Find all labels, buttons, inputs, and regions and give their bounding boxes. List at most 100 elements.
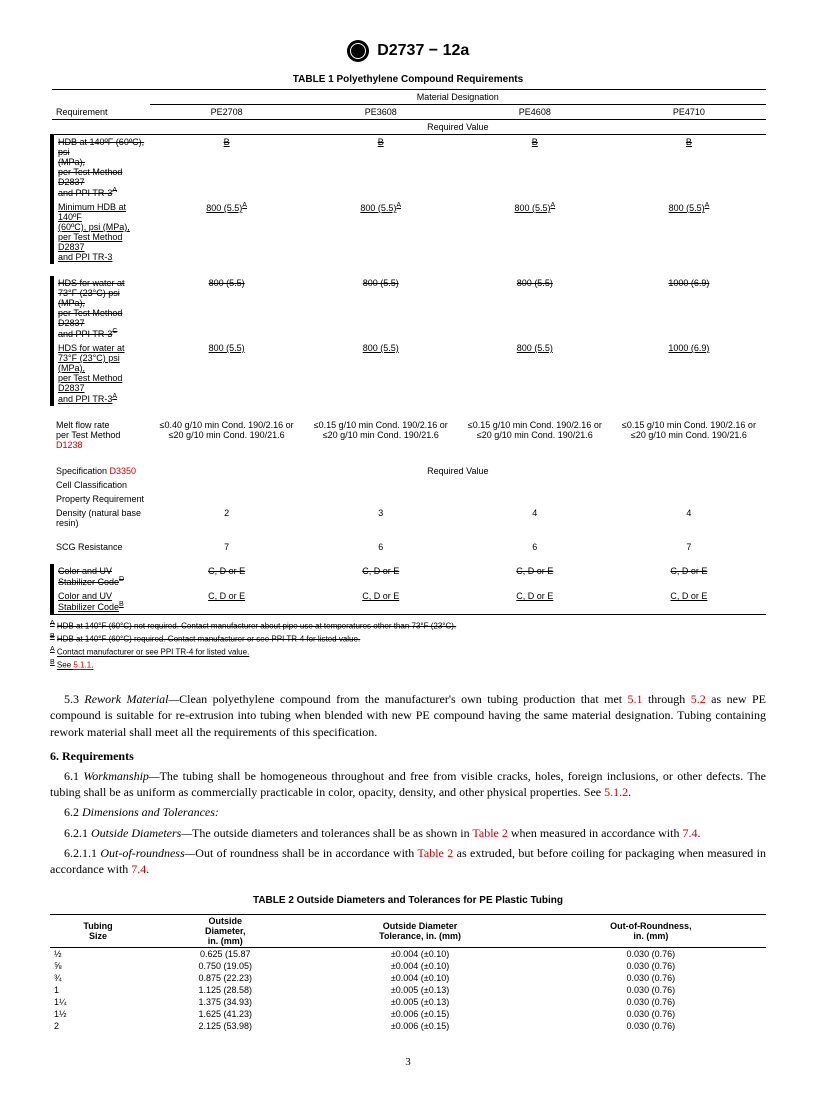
t1-r3-v2: 800 (5.5) [458, 276, 612, 341]
t1-r1-v2: B [458, 135, 612, 201]
table1-notes: A HDB at 140°F (60°C) not required. Cont… [50, 619, 766, 671]
t1-spec-b: Property Requirement [52, 492, 150, 506]
t1-r2-v0: 800 (5.5)A [150, 200, 304, 264]
t1-m1: PE3608 [304, 105, 458, 120]
t1-scg-label: SCG Resistance [52, 540, 150, 554]
t1-scg-v0: 7 [150, 540, 304, 554]
table2: Tubing Size Outside Diameter, in. (mm) O… [50, 914, 766, 1032]
t1-r4-label: HDS for water at 73°F (23°C) psi (MPa), … [52, 341, 150, 406]
t2-h0: Tubing Size [50, 915, 146, 948]
table-cell: ±0.004 (±0.10) [304, 948, 535, 961]
t1-r2-label: Minimum HDB at 140ºF (60ºC), psi (MPa), … [52, 200, 150, 264]
t1-color1-v3: C, D or E [612, 564, 766, 589]
doc-designation: D2737 − 12a [377, 42, 469, 59]
table-cell: ±0.005 (±0.13) [304, 996, 535, 1008]
table-cell: 0.030 (0.76) [536, 948, 766, 961]
astm-logo-icon [347, 40, 369, 62]
t1-r3-label: HDS for water at 73°F (23°C) psi (MPa), … [52, 276, 150, 341]
t1-color2-v0: C, D or E [150, 589, 304, 615]
t1-color2-v3: C, D or E [612, 589, 766, 615]
t1-mfr-v0: ≤0.40 g/10 min Cond. 190/2.16 or ≤20 g/1… [150, 418, 304, 452]
t1-r1-label: HDB at 140ºF (60ºC), psi (MPa), per Test… [52, 135, 150, 201]
table-cell: 1½ [50, 1008, 146, 1020]
table-cell: ±0.004 (±0.10) [304, 960, 535, 972]
table-cell: 0.030 (0.76) [536, 972, 766, 984]
t1-spec-label: Specification D3350 [52, 464, 150, 478]
table-cell: ±0.005 (±0.13) [304, 984, 535, 996]
t1-r2-v2: 800 (5.5)A [458, 200, 612, 264]
t1-dens-v2: 4 [458, 506, 612, 530]
t1-r1-v1: B [304, 135, 458, 201]
t1-color2-v2: C, D or E [458, 589, 612, 615]
t1-r4-v0: 800 (5.5) [150, 341, 304, 406]
p-6-2-1: 6.2.1 Outside Diameters—The outside diam… [50, 825, 766, 841]
t1-reqval2: Required Value [150, 464, 766, 478]
t2-h3: Out-of-Roundness, in. (mm) [536, 915, 766, 948]
t1-r2-v1: 800 (5.5)A [304, 200, 458, 264]
table-cell: ±0.006 (±0.15) [304, 1008, 535, 1020]
p-5-3: 5.3 Rework Material—Clean polyethylene c… [50, 691, 766, 740]
table-cell: 1 [50, 984, 146, 996]
t1-color1-v2: C, D or E [458, 564, 612, 589]
doc-header: D2737 − 12a [50, 40, 766, 62]
table-cell: 0.030 (0.76) [536, 960, 766, 972]
p-6-2: 6.2 Dimensions and Tolerances: [50, 804, 766, 820]
t1-req-header: Requirement [52, 105, 150, 120]
table-cell: 0.875 (22.23) [146, 972, 304, 984]
p-6-2-1-1: 6.2.1.1 Out-of-roundness—Out of roundnes… [50, 845, 766, 877]
t1-scg-v3: 7 [612, 540, 766, 554]
t1-r4-v1: 800 (5.5) [304, 341, 458, 406]
table-cell: 0.625 (15.87 [146, 948, 304, 961]
table1: Material Designation Requirement PE2708 … [50, 89, 766, 615]
t1-mfr-v1: ≤0.15 g/10 min Cond. 190/2.16 or ≤20 g/1… [304, 418, 458, 452]
table-cell: ±0.006 (±0.15) [304, 1020, 535, 1032]
table-cell: 0.030 (0.76) [536, 996, 766, 1008]
t1-r3-v1: 800 (5.5) [304, 276, 458, 341]
t1-r2-v3: 800 (5.5)A [612, 200, 766, 264]
table-cell: 2.125 (53.98) [146, 1020, 304, 1032]
t1-color1-v1: C, D or E [304, 564, 458, 589]
t1-reqval: Required Value [150, 120, 766, 135]
body-text: 5.3 Rework Material—Clean polyethylene c… [50, 691, 766, 877]
t1-r3-v3: 1000 (6.9) [612, 276, 766, 341]
table-cell: 0.030 (0.76) [536, 1008, 766, 1020]
t1-r4-v3: 1000 (6.9) [612, 341, 766, 406]
table-cell: 0.750 (19.05) [146, 960, 304, 972]
t1-scg-v1: 6 [304, 540, 458, 554]
t1-color2-v1: C, D or E [304, 589, 458, 615]
t1-r1-v3: B [612, 135, 766, 201]
t1-dens-v0: 2 [150, 506, 304, 530]
table-cell: 1.375 (34.93) [146, 996, 304, 1008]
table-cell: 0.030 (0.76) [536, 984, 766, 996]
table-cell: 1¼ [50, 996, 146, 1008]
table-cell: ±0.004 (±0.10) [304, 972, 535, 984]
table-cell: 1.625 (41.23) [146, 1008, 304, 1020]
table2-caption: TABLE 2 Outside Diameters and Tolerances… [50, 895, 766, 906]
table-cell: 1.125 (28.58) [146, 984, 304, 996]
t1-m2: PE4608 [458, 105, 612, 120]
table1-caption: TABLE 1 Polyethylene Compound Requiremen… [50, 74, 766, 85]
t1-spec-a: Cell Classification [52, 478, 150, 492]
t1-r4-v2: 800 (5.5) [458, 341, 612, 406]
table-cell: 2 [50, 1020, 146, 1032]
page-number: 3 [50, 1056, 766, 1068]
table-cell: ⅝ [50, 960, 146, 972]
t1-r3-v0: 800 (5.5) [150, 276, 304, 341]
t1-mfr-v2: ≤0.15 g/10 min Cond. 190/2.16 or ≤20 g/1… [458, 418, 612, 452]
table-cell: ½ [50, 948, 146, 961]
t2-h2: Outside Diameter Tolerance, in. (mm) [304, 915, 535, 948]
h6: 6. Requirements [50, 748, 766, 764]
t1-color1-v0: C, D or E [150, 564, 304, 589]
t1-dens-v1: 3 [304, 506, 458, 530]
t1-dens-v3: 4 [612, 506, 766, 530]
table-cell: 0.030 (0.76) [536, 1020, 766, 1032]
t1-m3: PE4710 [612, 105, 766, 120]
t1-mfr-label: Melt flow rate per Test Method D1238 [52, 418, 150, 452]
t1-mat-desig: Material Designation [150, 90, 766, 105]
t1-r1-v0: B [150, 135, 304, 201]
t1-m0: PE2708 [150, 105, 304, 120]
p-6-1: 6.1 Workmanship—The tubing shall be homo… [50, 768, 766, 800]
t2-h1: Outside Diameter, in. (mm) [146, 915, 304, 948]
t1-dens-label: Density (natural base resin) [52, 506, 150, 530]
t1-color2-label: Color and UV Stabilizer CodeB [52, 589, 150, 615]
